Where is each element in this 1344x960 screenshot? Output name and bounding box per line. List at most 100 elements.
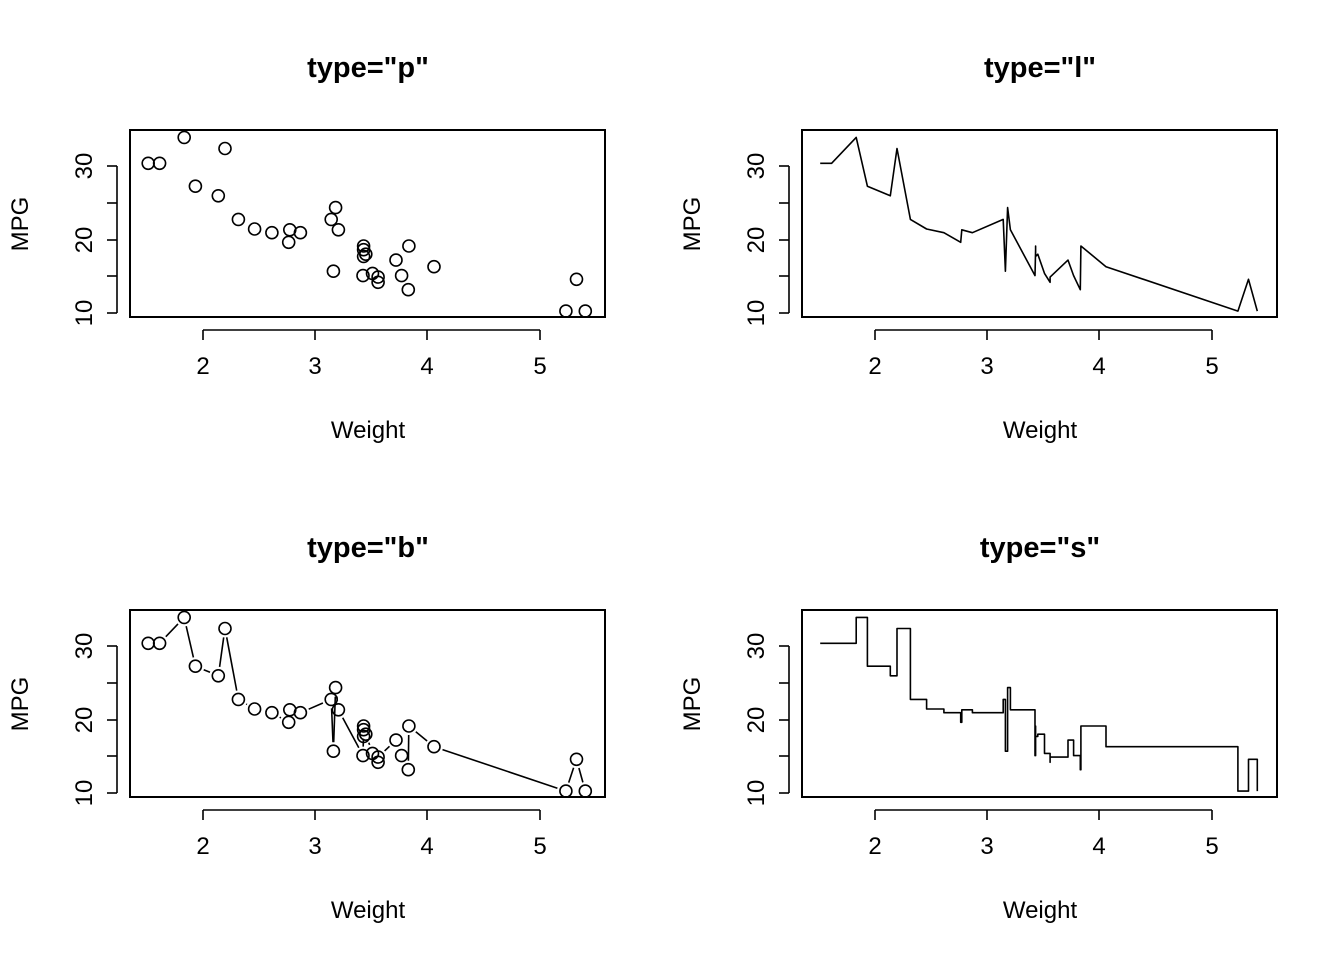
panel-3: type="b" 2 3 4 5 10 20 30 Weight MPG — [7, 532, 606, 924]
data-point — [402, 239, 416, 253]
data-point — [331, 702, 346, 717]
x-tick-label: 3 — [980, 353, 993, 380]
y-axis-label: MPG — [679, 677, 706, 732]
line-segment — [330, 708, 334, 743]
y-tick-label: 30 — [71, 153, 98, 180]
x-tick-label: 5 — [533, 833, 546, 860]
x-tick-label: 2 — [196, 353, 209, 380]
data-point — [371, 750, 385, 764]
plot-frame — [129, 609, 606, 798]
plot-marks — [820, 136, 1259, 312]
x-tick-label: 3 — [980, 833, 993, 860]
data-point — [141, 156, 155, 171]
line-segment — [442, 748, 558, 789]
panel-4: type="s" 2 3 4 5 10 20 30 Weight MPG — [679, 532, 1278, 924]
x-tick-label: 2 — [196, 833, 209, 860]
data-point — [402, 719, 416, 733]
x-tick-label: 3 — [308, 353, 321, 380]
data-point — [559, 784, 573, 798]
data-point — [188, 179, 203, 193]
x-tick-label: 4 — [420, 833, 433, 860]
x-axis-label: Weight — [331, 417, 406, 444]
plot-marks — [141, 610, 593, 798]
data-point — [356, 748, 370, 763]
line-segment — [341, 717, 360, 749]
data-point — [401, 282, 416, 297]
line-segment — [384, 745, 391, 752]
y-tick-label: 20 — [71, 227, 98, 254]
x-tick-label: 2 — [868, 833, 881, 860]
x-tick-label: 5 — [1205, 353, 1218, 380]
y-axis-label: MPG — [7, 197, 34, 252]
line-segment — [185, 626, 195, 658]
panel-1: type="p" 2 3 4 5 10 20 30 Weight MPG — [7, 52, 606, 444]
y-tick-label: 20 — [71, 707, 98, 734]
line-segment — [415, 731, 428, 742]
y-axis-label: MPG — [679, 197, 706, 252]
data-point — [356, 239, 371, 253]
data-point — [326, 744, 341, 759]
x-axis-label: Weight — [331, 897, 406, 924]
data-point — [569, 272, 584, 287]
data-point — [358, 727, 373, 742]
data-point — [569, 752, 584, 767]
panel-title: type="b" — [307, 532, 429, 564]
data-point — [211, 668, 226, 683]
data-point — [371, 270, 385, 284]
y-tick-label: 10 — [71, 780, 98, 807]
y-tick-label: 10 — [71, 300, 98, 327]
y-tick-label: 20 — [743, 227, 770, 254]
data-point — [218, 141, 232, 156]
data-point — [331, 223, 346, 237]
data-point — [265, 705, 279, 720]
line-segment — [218, 637, 225, 668]
line-segment — [245, 703, 248, 706]
data-point — [211, 189, 226, 203]
data-point — [371, 755, 385, 770]
plot-frame — [801, 609, 1278, 798]
data-point — [394, 748, 409, 763]
series-line — [820, 136, 1259, 312]
panel-title: type="s" — [980, 532, 1100, 564]
x-axis-label: Weight — [1003, 897, 1078, 924]
x-tick-label: 3 — [308, 833, 321, 860]
data-point — [356, 719, 371, 733]
data-point — [218, 621, 232, 636]
data-point — [401, 762, 416, 777]
line-segment — [279, 716, 282, 719]
data-point — [177, 130, 191, 145]
data-point — [389, 253, 403, 267]
plot-frame — [129, 129, 606, 318]
y-axis-label: MPG — [7, 677, 34, 732]
plot-marks — [820, 616, 1259, 792]
data-point — [188, 659, 203, 674]
data-point — [356, 729, 371, 744]
line-segment — [165, 623, 179, 638]
data-point — [356, 249, 371, 264]
data-point — [326, 264, 341, 279]
data-point — [328, 200, 343, 215]
data-point — [358, 247, 373, 261]
data-point — [293, 705, 308, 720]
line-segment — [225, 637, 238, 691]
y-tick-label: 10 — [743, 780, 770, 807]
x-tick-label: 4 — [1092, 833, 1105, 860]
data-point — [559, 304, 573, 318]
data-point — [282, 223, 297, 237]
data-point — [389, 733, 403, 747]
line-segment — [578, 767, 584, 783]
data-point — [328, 680, 343, 695]
data-point — [394, 268, 409, 283]
x-tick-label: 2 — [868, 353, 881, 380]
panel-title: type="p" — [307, 52, 429, 84]
data-point — [356, 268, 370, 283]
y-tick-label: 30 — [71, 633, 98, 660]
data-point — [324, 212, 339, 227]
data-point — [265, 225, 279, 240]
y-tick-label: 30 — [743, 633, 770, 660]
y-tick-label: 10 — [743, 300, 770, 327]
data-point — [152, 636, 167, 651]
step-line — [820, 616, 1259, 792]
